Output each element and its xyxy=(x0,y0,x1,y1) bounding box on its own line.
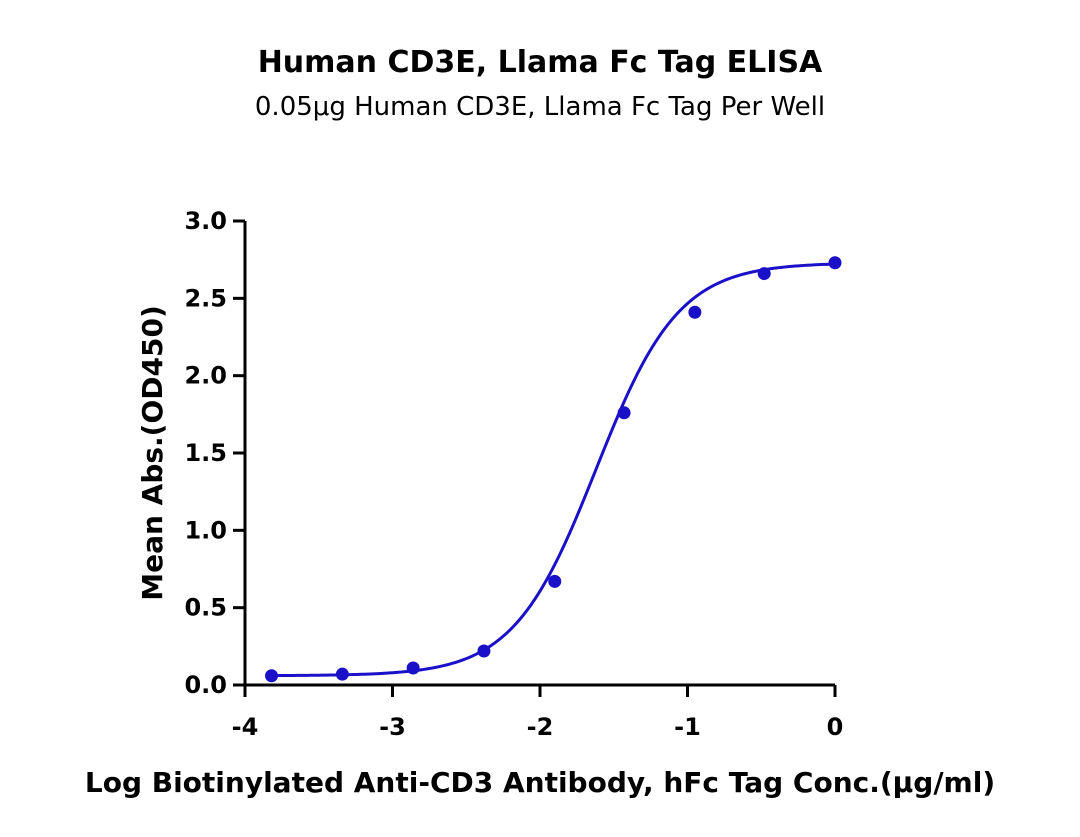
x-tick-label: 0 xyxy=(827,713,844,741)
x-tick-label: -2 xyxy=(527,713,554,741)
x-tick-label: -1 xyxy=(674,713,701,741)
fit-curve xyxy=(271,262,836,678)
y-tick-label: 3.0 xyxy=(184,207,227,235)
data-point xyxy=(335,667,349,681)
y-tick-label: 2.5 xyxy=(184,284,227,312)
y-axis-label: Mean Abs.(OD450) xyxy=(136,305,169,601)
x-tick-label: -4 xyxy=(232,713,259,741)
data-point xyxy=(828,256,842,270)
data-point xyxy=(757,267,771,281)
x-axis-label: Log Biotinylated Anti-CD3 Antibody, hFc … xyxy=(85,766,995,799)
y-tick-label: 1.5 xyxy=(184,439,227,467)
data-point xyxy=(265,669,279,683)
y-tick-label: 2.0 xyxy=(184,362,227,390)
data-point xyxy=(548,574,562,588)
chart-title: Human CD3E, Llama Fc Tag ELISA xyxy=(258,45,823,80)
y-tick-label: 1.0 xyxy=(184,516,227,544)
data-point xyxy=(477,644,491,658)
y-tick-label: 0.0 xyxy=(184,671,227,699)
data-point xyxy=(617,406,631,420)
x-ticks: -4 -3 -2 -1 0 xyxy=(232,685,844,741)
x-tick-label: -3 xyxy=(379,713,406,741)
data-points xyxy=(265,256,842,683)
y-ticks: 0.0 0.5 1.0 1.5 2.0 2.5 3.0 xyxy=(184,207,245,699)
chart-subtitle: 0.05μg Human CD3E, Llama Fc Tag Per Well xyxy=(255,92,825,122)
data-point xyxy=(406,661,420,675)
y-tick-label: 0.5 xyxy=(184,594,227,622)
data-point xyxy=(688,305,702,319)
